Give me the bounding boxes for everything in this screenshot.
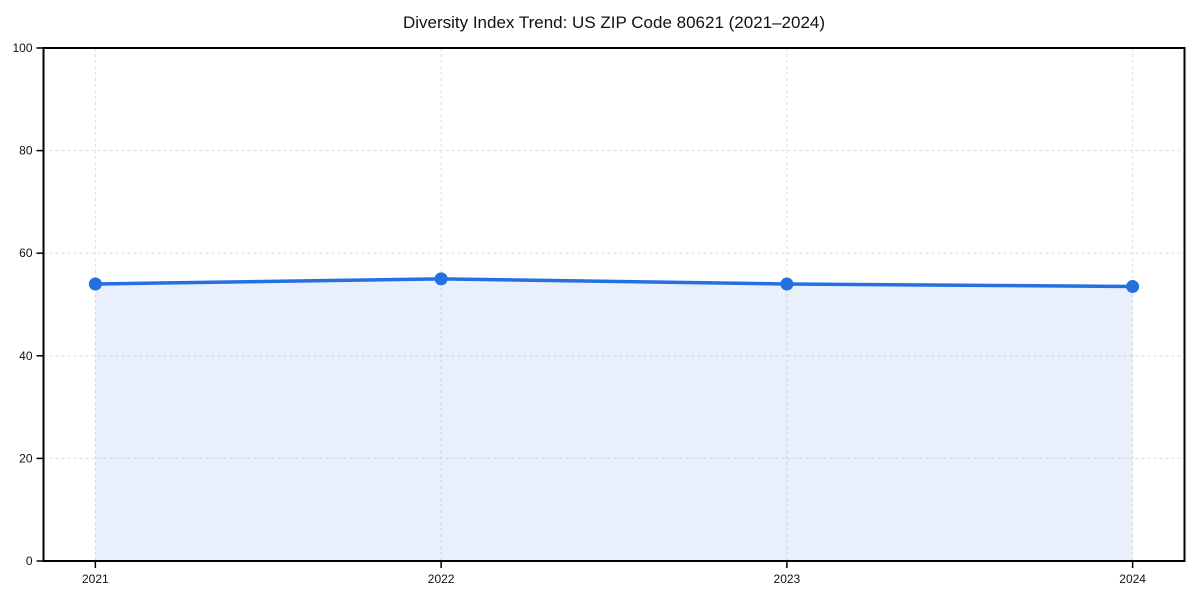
x-tick-label: 2024 xyxy=(1119,572,1146,586)
y-tick-label: 40 xyxy=(19,349,33,363)
y-tick-label: 0 xyxy=(26,554,33,568)
x-tick-label: 2023 xyxy=(774,572,801,586)
x-tick-label: 2022 xyxy=(428,572,455,586)
data-point-2023 xyxy=(780,277,794,291)
y-tick-label: 20 xyxy=(19,451,33,465)
data-point-2022 xyxy=(434,272,448,286)
trend-line xyxy=(93,277,1135,289)
data-point-2024 xyxy=(1126,280,1140,294)
y-tick-label: 60 xyxy=(19,246,33,260)
y-tick-label: 100 xyxy=(12,41,32,55)
area-fill xyxy=(95,278,1133,561)
data-point-2021 xyxy=(88,277,102,291)
chart-title: Diversity Index Trend: US ZIP Code 80621… xyxy=(402,13,826,32)
y-tick-label: 80 xyxy=(19,144,33,158)
plot-border xyxy=(42,47,1186,562)
x-tick-label: 2021 xyxy=(82,572,109,586)
